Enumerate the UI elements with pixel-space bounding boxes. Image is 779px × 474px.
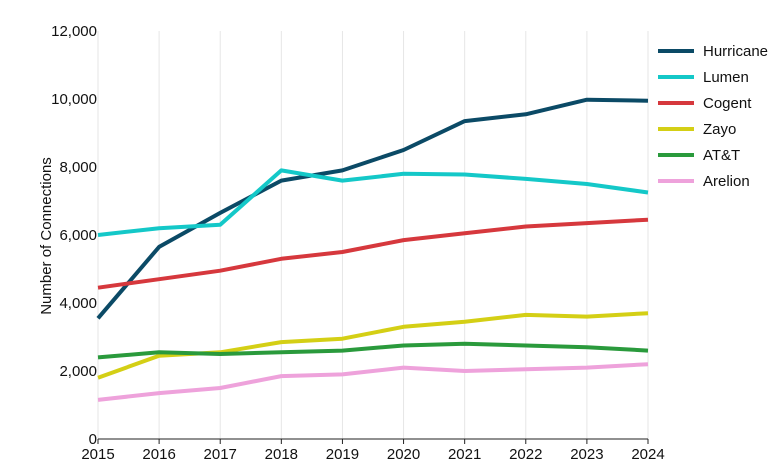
x-tick-label: 2016: [142, 446, 175, 463]
legend-label-hurricane: Hurricane: [703, 43, 768, 60]
x-tick-label: 2022: [509, 446, 542, 463]
x-tick-label: 2024: [631, 446, 664, 463]
series-line-cogent: [97, 217, 649, 290]
x-tick-label: 2023: [570, 446, 603, 463]
y-tick-label: 8,000: [59, 159, 97, 176]
legend-label-arelion: Arelion: [703, 173, 750, 190]
y-axis-title: Number of Connections: [38, 157, 55, 315]
y-tick-label: 12,000: [51, 23, 97, 40]
x-tick-label: 2015: [81, 446, 114, 463]
series-lines: [96, 97, 649, 402]
legend-label-zayo: Zayo: [703, 121, 736, 138]
legend-label-at-t: AT&T: [703, 147, 740, 164]
series-line-at-t: [97, 341, 649, 360]
x-tick-label: 2017: [204, 446, 237, 463]
series-line-lumen: [97, 168, 649, 237]
y-tick-label: 6,000: [59, 227, 97, 244]
legend-label-lumen: Lumen: [703, 69, 749, 86]
y-tick-label: 2,000: [59, 363, 97, 380]
series-line-hurricane: [96, 97, 649, 320]
x-tick-label: 2019: [326, 446, 359, 463]
x-tick-label: 2021: [448, 446, 481, 463]
legend-label-cogent: Cogent: [703, 95, 752, 112]
x-tick-label: 2018: [265, 446, 298, 463]
x-tick-label: 2020: [387, 446, 420, 463]
series-line-arelion: [97, 362, 649, 402]
legend: Hurricane Lumen Cogent Zayo AT&T Arelion: [658, 43, 768, 190]
y-tick-label: 4,000: [59, 295, 97, 312]
grid-lines: [97, 31, 649, 439]
axes: 2015 2016 2017 2018 2019 2020 2021 2022 2023 2024…: [51, 23, 665, 463]
y-tick-label: 0: [89, 431, 97, 448]
y-tick-label: 10,000: [51, 91, 97, 108]
